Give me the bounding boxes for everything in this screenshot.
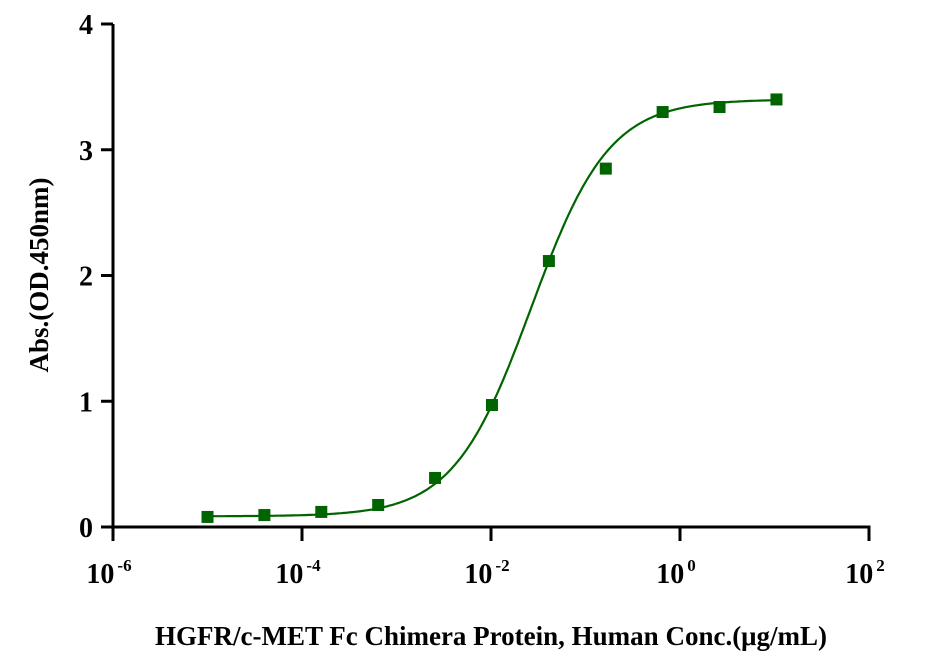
data-points	[201, 93, 783, 523]
data-point	[542, 255, 555, 268]
y-tick-label: 2	[79, 262, 93, 293]
fit-curve	[207, 99, 777, 518]
x-tick-label: 10 2	[845, 556, 885, 590]
data-point	[713, 100, 726, 113]
x-tick-label: 10 0	[656, 556, 696, 590]
x-tick-label: 10 -6	[86, 556, 131, 590]
x-tick-label: 10 -4	[275, 556, 321, 590]
y-tick-label: 1	[79, 387, 93, 418]
data-point	[429, 471, 442, 484]
fit-curve-group	[207, 99, 777, 518]
data-point	[372, 498, 385, 511]
y-tick-label: 3	[79, 136, 93, 167]
data-point	[258, 509, 271, 522]
x-axis-title: HGFR/c-MET Fc Chimera Protein, Human Con…	[155, 621, 827, 651]
data-point	[770, 93, 783, 106]
y-axis-title: Abs.(OD.450nm)	[24, 177, 54, 372]
data-point	[656, 106, 669, 119]
y-tick-label: 0	[79, 513, 93, 544]
data-point	[485, 399, 498, 412]
data-point	[315, 505, 328, 518]
data-point	[599, 162, 612, 175]
data-point	[201, 510, 214, 523]
y-tick-label: 4	[79, 10, 93, 41]
x-tick-label: 10 -2	[464, 556, 509, 590]
axes: 0 1 2 3 4 10 -6 10 -4 10 -2 10 0 10 2	[79, 10, 885, 590]
